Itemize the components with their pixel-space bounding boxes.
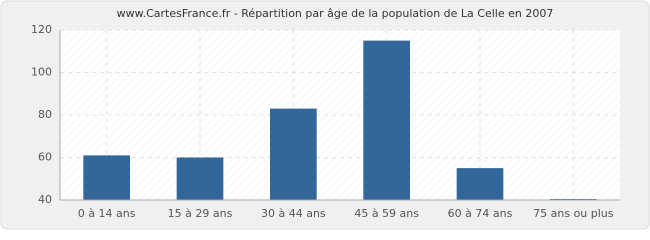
- x-tick-label: 75 ans ou plus: [533, 207, 614, 220]
- x-tick-label: 15 à 29 ans: [168, 207, 233, 220]
- x-tick-label: 45 à 59 ans: [354, 207, 419, 220]
- y-tick-label: 80: [38, 108, 52, 121]
- chart-title: www.CartesFrance.fr - Répartition par âg…: [117, 7, 554, 20]
- bar: [363, 40, 410, 200]
- x-tick-label: 0 à 14 ans: [78, 207, 136, 220]
- y-tick-label: 40: [38, 193, 52, 206]
- bar: [83, 155, 130, 200]
- chart: www.CartesFrance.fr - Répartition par âg…: [0, 0, 650, 230]
- bar: [270, 108, 317, 200]
- x-tick-label: 30 à 44 ans: [261, 207, 326, 220]
- bar: [456, 168, 504, 200]
- y-tick-label: 60: [38, 151, 52, 164]
- x-tick-label: 60 à 74 ans: [448, 207, 513, 220]
- y-tick-label: 100: [31, 66, 52, 79]
- bar: [176, 157, 224, 200]
- y-tick-label: 120: [31, 23, 52, 36]
